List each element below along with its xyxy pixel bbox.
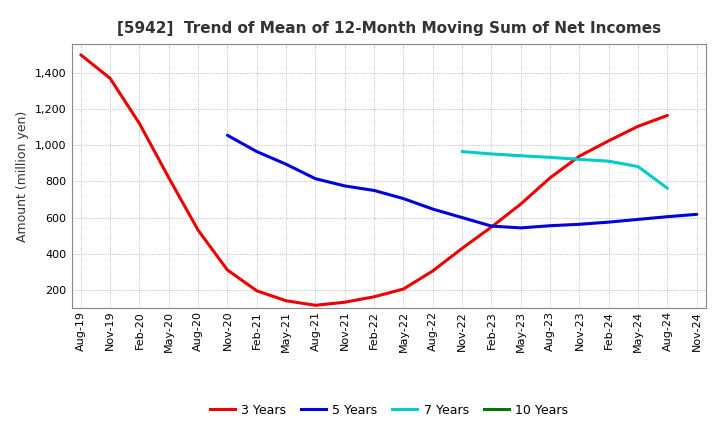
Y-axis label: Amount (million yen): Amount (million yen) <box>17 110 30 242</box>
Title: [5942]  Trend of Mean of 12-Month Moving Sum of Net Incomes: [5942] Trend of Mean of 12-Month Moving … <box>117 21 661 36</box>
Legend: 3 Years, 5 Years, 7 Years, 10 Years: 3 Years, 5 Years, 7 Years, 10 Years <box>204 399 573 422</box>
